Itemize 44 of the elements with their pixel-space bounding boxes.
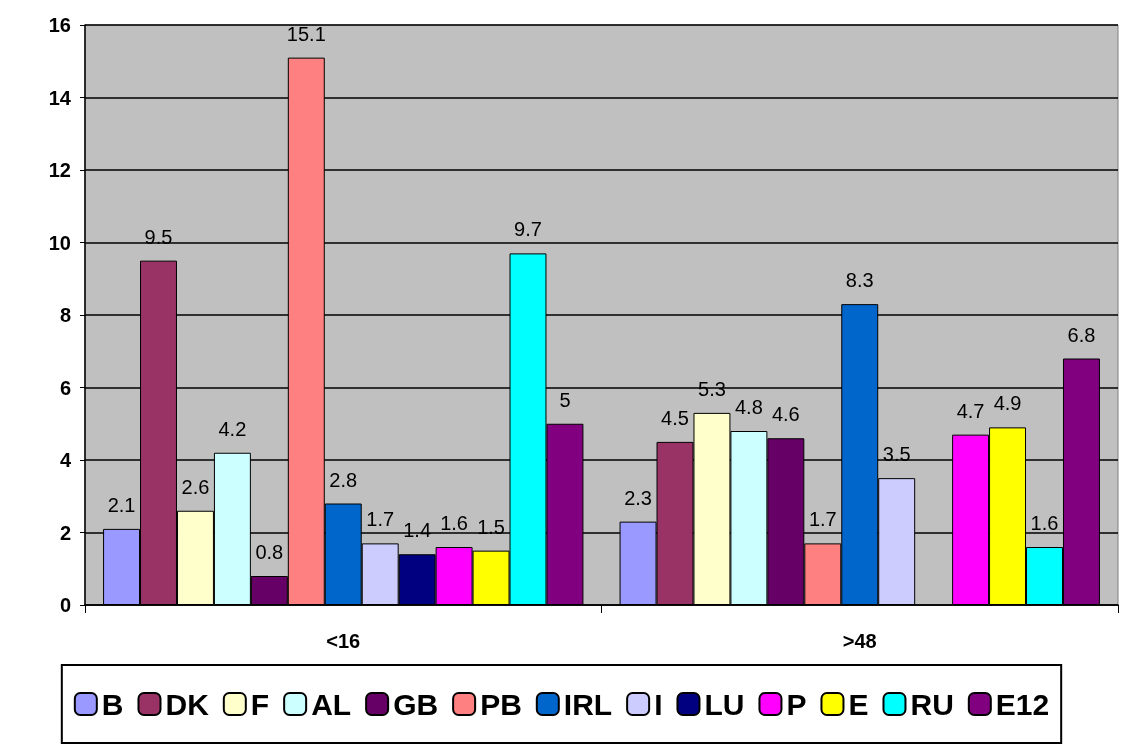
- y-tick-label: 14: [48, 86, 72, 109]
- legend-label: I: [654, 687, 663, 721]
- data-label: 4.5: [661, 406, 689, 429]
- x-tick-label: <16: [326, 630, 361, 652]
- data-label: 5: [559, 388, 571, 411]
- x-tick-label: >48: [842, 630, 877, 652]
- y-tick-label: 8: [59, 304, 71, 326]
- legend-label: DK: [165, 687, 210, 721]
- data-label: 4.8: [734, 396, 763, 418]
- data-label: 1.7: [366, 508, 395, 531]
- data-label: 2.8: [329, 468, 358, 491]
- data-label: 15.1: [286, 22, 326, 45]
- legend-label: F: [250, 687, 270, 721]
- legend-label: IRL: [563, 687, 613, 721]
- data-label: 1.6: [1030, 512, 1059, 534]
- legend-label: P: [786, 687, 807, 721]
- y-tick-label: 6: [59, 376, 71, 399]
- legend-label: E12: [995, 687, 1050, 721]
- y-tick-label: 0: [59, 594, 71, 616]
- y-tick-label: 16: [48, 14, 71, 36]
- legend-label: AL: [311, 687, 352, 721]
- data-label: 2.6: [181, 475, 210, 498]
- legend-label: PB: [480, 687, 522, 721]
- data-label: 2.3: [624, 486, 652, 509]
- y-tick-label: 12: [48, 159, 71, 181]
- data-label: 6.8: [1067, 323, 1096, 346]
- data-label: 4.9: [993, 392, 1022, 415]
- legend-label: LU: [704, 687, 745, 721]
- y-tick-label: 4: [59, 449, 72, 471]
- y-tick-label: 10: [48, 231, 71, 254]
- legend-label: E: [848, 687, 869, 721]
- legend-label: GB: [393, 687, 439, 721]
- data-label: 0.8: [255, 541, 284, 563]
- legend-label: RU: [910, 687, 954, 721]
- data-label: 4.7: [956, 399, 985, 422]
- data-label: 2.1: [107, 493, 136, 516]
- data-label: 8.3: [845, 269, 874, 292]
- data-label: 1.7: [808, 508, 837, 531]
- data-label: 4.6: [771, 403, 800, 426]
- data-label: 1.6: [440, 512, 469, 534]
- data-label: 4.2: [218, 417, 247, 440]
- data-label: 9.7: [514, 218, 542, 241]
- legend-label: B: [101, 687, 124, 721]
- y-tick-label: 2: [59, 521, 71, 544]
